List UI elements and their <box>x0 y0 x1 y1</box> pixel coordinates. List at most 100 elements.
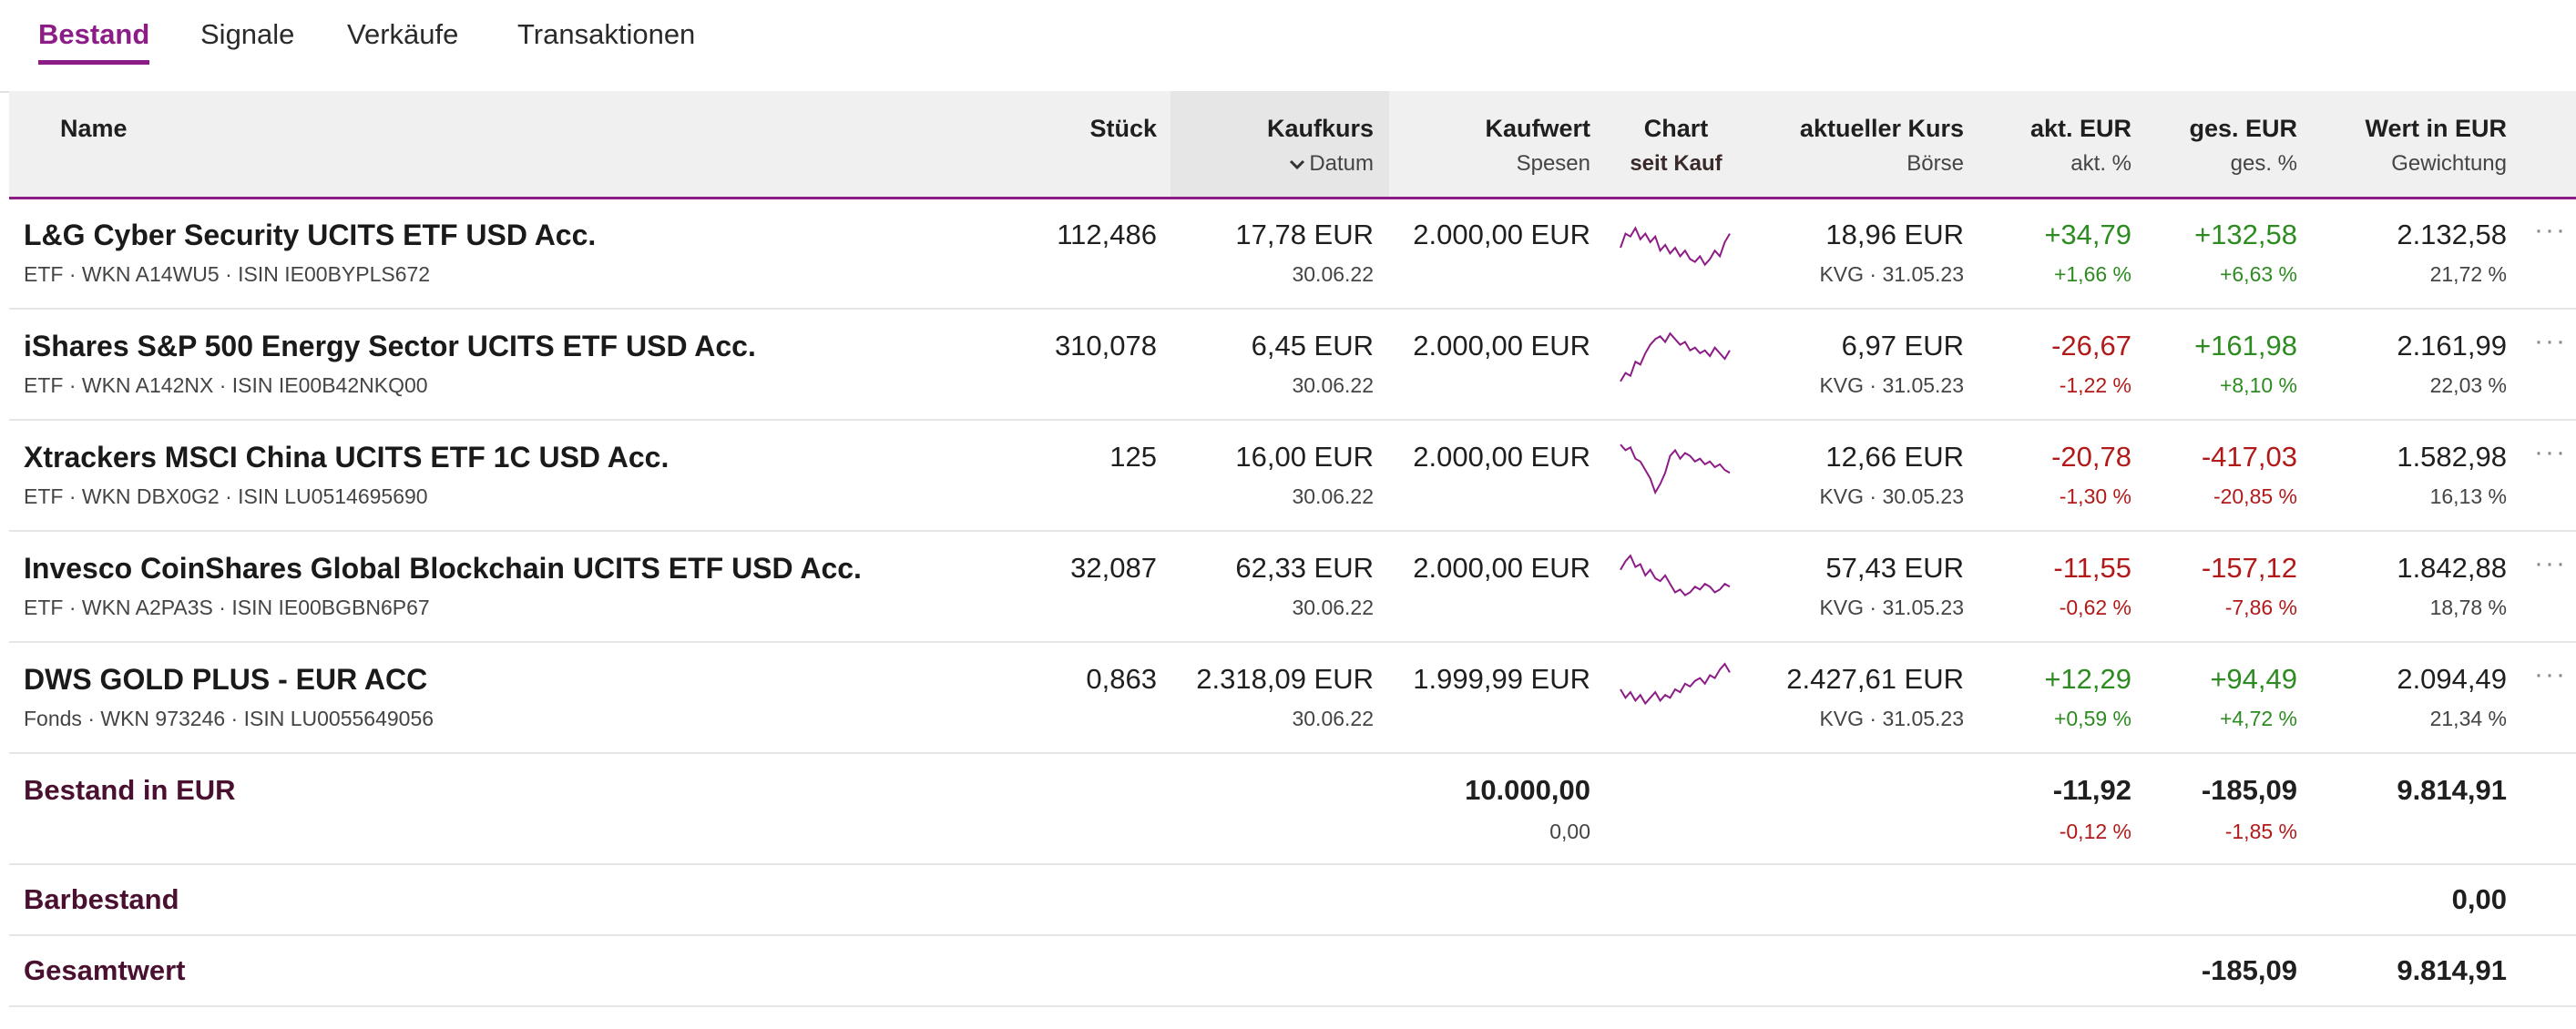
holding-meta: ETF · WKN DBX0G2 · ISIN LU0514695690 <box>24 484 428 508</box>
holding-kaufwert: 2.000,00 EUR <box>1413 219 1590 250</box>
column-header-kaufwert[interactable]: Kaufwert <box>1485 115 1590 142</box>
column-subheader-seit-kauf: seit Kauf <box>1630 151 1722 176</box>
holding-boerse: KVG · 31.05.23 <box>1819 596 1964 619</box>
holding-ges-pct: +6,63 % <box>2219 262 2297 286</box>
column-subheader-akt-pct[interactable]: akt. % <box>2070 151 2131 176</box>
table-row[interactable]: Invesco CoinShares Global Blockchain UCI… <box>9 532 2576 643</box>
holding-name[interactable]: iShares S&P 500 Energy Sector UCITS ETF … <box>24 330 756 362</box>
bestand-akt-pct: -0,12 % <box>2059 820 2131 843</box>
column-subheader-datum[interactable]: Datum <box>1184 151 1374 177</box>
holding-meta: ETF · WKN A14WU5 · ISIN IE00BYPLS672 <box>24 262 431 286</box>
more-options-icon[interactable]: ··· <box>2534 437 2567 467</box>
holding-kaufwert: 2.000,00 EUR <box>1413 330 1590 362</box>
bestand-ges-eur: -185,09 <box>2201 774 2297 806</box>
holding-name[interactable]: Xtrackers MSCI China UCITS ETF 1C USD Ac… <box>24 441 670 474</box>
column-subheader-spesen[interactable]: Spesen <box>1516 151 1590 176</box>
summary-row-barbestand: Barbestand 0,00 <box>9 865 2576 936</box>
holding-akt-eur: -26,67 <box>2051 330 2131 362</box>
holding-datum: 30.06.22 <box>1292 373 1374 397</box>
more-options-icon[interactable]: ··· <box>2534 215 2567 245</box>
holding-sparkline[interactable] <box>1617 435 1735 499</box>
holding-kaufkurs: 6,45 EUR <box>1251 330 1374 362</box>
holding-akt-pct: -1,30 % <box>2059 484 2131 508</box>
holding-sparkline[interactable] <box>1617 657 1735 721</box>
holding-kurs: 2.427,61 EUR <box>1786 663 1964 695</box>
holding-stueck: 112,486 <box>1057 219 1157 250</box>
column-subheader-boerse[interactable]: Börse <box>1906 151 1964 176</box>
sparkline-path <box>1620 331 1731 382</box>
column-header-chart: Chart <box>1643 115 1709 142</box>
holding-akt-eur: +34,79 <box>2044 219 2131 250</box>
holding-stueck: 32,087 <box>1070 552 1157 584</box>
holding-ges-eur: -157,12 <box>2201 552 2297 584</box>
holding-kaufwert: 1.999,99 EUR <box>1413 663 1590 695</box>
column-header-aktueller-kurs[interactable]: aktueller Kurs <box>1799 115 1964 142</box>
holding-kurs: 12,66 EUR <box>1825 441 1964 473</box>
holding-gewichtung: 22,03 % <box>2429 373 2507 397</box>
sorted-column-highlight <box>1170 91 1389 197</box>
holding-sparkline[interactable] <box>1617 546 1735 610</box>
holding-sparkline[interactable] <box>1617 324 1735 388</box>
holding-boerse: KVG · 31.05.23 <box>1819 262 1964 286</box>
holding-gewichtung: 21,34 % <box>2429 707 2507 730</box>
gesamtwert-wert: 9.814,91 <box>2397 954 2507 986</box>
holding-stueck: 310,078 <box>1054 330 1157 362</box>
holding-meta: Fonds · WKN 973246 · ISIN LU0055649056 <box>24 707 434 730</box>
column-header-akt-eur[interactable]: akt. EUR <box>2029 115 2131 142</box>
table-row[interactable]: iShares S&P 500 Energy Sector UCITS ETF … <box>9 310 2576 421</box>
column-header-name[interactable]: Name <box>60 115 128 142</box>
holding-boerse: KVG · 31.05.23 <box>1819 707 1964 730</box>
column-header-kaufkurs[interactable]: Kaufkurs <box>1266 115 1374 142</box>
datum-label: Datum <box>1309 151 1374 176</box>
summary-row-gesamtwert: Gesamtwert -185,09 9.814,91 <box>9 936 2576 1007</box>
tab-bar: Bestand Signale Verkäufe Transaktionen <box>0 0 792 93</box>
sparkline-path <box>1620 554 1731 596</box>
holding-boerse: KVG · 30.05.23 <box>1819 484 1964 508</box>
holding-stueck: 0,863 <box>1086 663 1157 695</box>
holding-kaufkurs: 62,33 EUR <box>1235 552 1374 584</box>
holding-name[interactable]: L&G Cyber Security UCITS ETF USD Acc. <box>24 219 597 251</box>
table-row[interactable]: L&G Cyber Security UCITS ETF USD Acc. ET… <box>9 199 2576 310</box>
barbestand-wert: 0,00 <box>2451 883 2507 915</box>
holding-ges-pct: +8,10 % <box>2219 373 2297 397</box>
holding-akt-eur: +12,29 <box>2044 663 2131 695</box>
holding-ges-pct: -7,86 % <box>2224 596 2297 619</box>
more-options-icon[interactable]: ··· <box>2534 548 2567 578</box>
gesamtwert-label: Gesamtwert <box>24 954 186 986</box>
table-row[interactable]: DWS GOLD PLUS - EUR ACC Fonds · WKN 9732… <box>9 643 2576 754</box>
holding-ges-pct: +4,72 % <box>2219 707 2297 730</box>
column-subheader-ges-pct[interactable]: ges. % <box>2230 151 2297 176</box>
holding-akt-pct: -0,62 % <box>2059 596 2131 619</box>
column-header-ges-eur[interactable]: ges. EUR <box>2189 115 2297 142</box>
tab-transaktionen[interactable]: Transaktionen <box>517 18 696 50</box>
tab-signale[interactable]: Signale <box>200 18 295 50</box>
holding-wert: 1.582,98 <box>2397 441 2507 473</box>
holding-ges-eur: +94,49 <box>2210 663 2297 695</box>
holding-akt-eur: -20,78 <box>2051 441 2131 473</box>
tab-verkaeufe[interactable]: Verkäufe <box>347 18 459 50</box>
holding-wert: 2.132,58 <box>2397 219 2507 250</box>
column-subheader-gewichtung[interactable]: Gewichtung <box>2391 151 2507 176</box>
holding-ges-pct: -20,85 % <box>2213 484 2297 508</box>
holding-gewichtung: 21,72 % <box>2429 262 2507 286</box>
holding-boerse: KVG · 31.05.23 <box>1819 373 1964 397</box>
holding-akt-eur: -11,55 <box>2053 552 2131 584</box>
bestand-akt-eur: -11,92 <box>2052 774 2131 806</box>
holding-name[interactable]: DWS GOLD PLUS - EUR ACC <box>24 663 428 696</box>
holding-sparkline[interactable] <box>1617 213 1735 277</box>
barbestand-label: Barbestand <box>24 883 179 915</box>
holding-datum: 30.06.22 <box>1292 596 1374 619</box>
more-options-icon[interactable]: ··· <box>2534 326 2567 356</box>
table-row[interactable]: Xtrackers MSCI China UCITS ETF 1C USD Ac… <box>9 421 2576 532</box>
more-options-icon[interactable]: ··· <box>2534 659 2567 689</box>
holding-name[interactable]: Invesco CoinShares Global Blockchain UCI… <box>24 552 862 585</box>
column-header-wert[interactable]: Wert in EUR <box>2365 115 2507 142</box>
holding-datum: 30.06.22 <box>1292 484 1374 508</box>
tab-bestand[interactable]: Bestand <box>38 18 150 65</box>
holding-kaufwert: 2.000,00 EUR <box>1413 441 1590 473</box>
holding-akt-pct: +1,66 % <box>2053 262 2131 286</box>
bestand-ges-pct: -1,85 % <box>2224 820 2297 843</box>
holding-kaufkurs: 2.318,09 EUR <box>1196 663 1374 695</box>
chevron-down-icon <box>1290 159 1305 169</box>
column-header-stueck[interactable]: Stück <box>1089 115 1157 142</box>
